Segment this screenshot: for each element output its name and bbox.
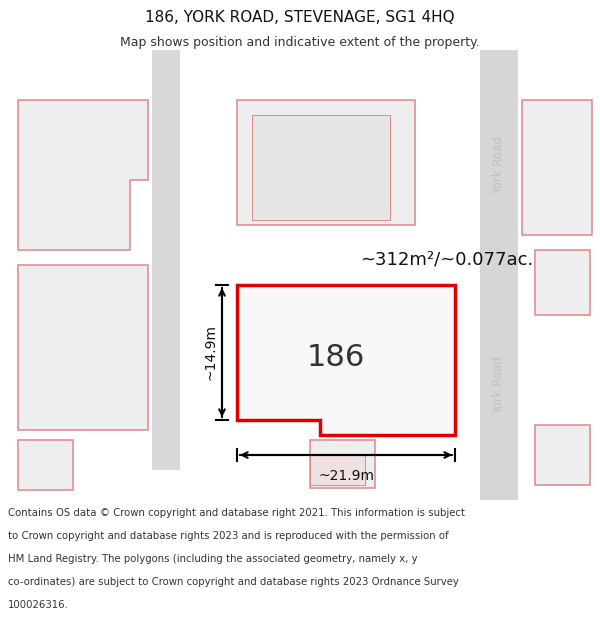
Text: to Crown copyright and database rights 2023 and is reproduced with the permissio: to Crown copyright and database rights 2… [8,531,448,541]
Text: ~312m²/~0.077ac.: ~312m²/~0.077ac. [360,251,533,269]
Bar [237,100,415,225]
Text: Contains OS data © Crown copyright and database right 2021. This information is : Contains OS data © Crown copyright and d… [8,508,465,518]
Bar [535,425,590,485]
Bar [535,250,590,315]
Text: York Road: York Road [493,136,505,194]
Bar [252,115,390,220]
Text: 186: 186 [307,343,365,372]
Bar [310,440,375,488]
Text: ~21.9m: ~21.9m [318,469,374,483]
Text: ~14.9m: ~14.9m [203,324,217,381]
Polygon shape [237,285,455,435]
Text: HM Land Registry. The polygons (including the associated geometry, namely x, y: HM Land Registry. The polygons (includin… [8,554,418,564]
Bar [522,100,592,235]
Bar [18,440,73,490]
Bar [310,455,365,485]
Bar [152,50,180,470]
Bar [18,265,148,430]
Text: Map shows position and indicative extent of the property.: Map shows position and indicative extent… [120,36,480,49]
Text: York Road: York Road [493,356,505,414]
Text: 186, YORK ROAD, STEVENAGE, SG1 4HQ: 186, YORK ROAD, STEVENAGE, SG1 4HQ [145,10,455,25]
Bar [480,50,518,500]
Text: co-ordinates) are subject to Crown copyright and database rights 2023 Ordnance S: co-ordinates) are subject to Crown copyr… [8,577,458,587]
Polygon shape [18,100,148,250]
Text: 100026316.: 100026316. [8,600,68,610]
